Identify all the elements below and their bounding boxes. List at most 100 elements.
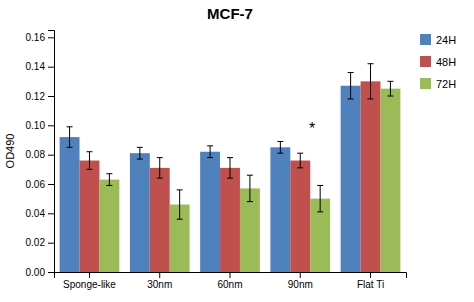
bar <box>290 161 310 272</box>
y-tick: 0.16 <box>26 32 54 43</box>
y-tick: 0.04 <box>26 208 54 219</box>
annotation: * <box>309 120 315 137</box>
error-cap <box>247 175 253 176</box>
error-line <box>230 158 231 179</box>
legend-swatch <box>420 56 431 67</box>
x-tick-mark <box>159 272 160 278</box>
legend-item: 72H <box>420 78 456 90</box>
y-tick: 0.14 <box>26 61 54 72</box>
error-cap <box>297 153 303 154</box>
x-tick: Sponge-like <box>63 272 116 290</box>
y-axis-title: OD490 <box>4 134 16 169</box>
legend-label: 72H <box>436 78 456 90</box>
error-bar <box>368 64 374 99</box>
error-cap <box>277 153 283 154</box>
error-line <box>210 146 211 158</box>
error-cap <box>86 151 92 152</box>
title: MCF-7 <box>207 5 253 22</box>
y-tick-mark <box>48 213 54 214</box>
y-tick: 0.08 <box>26 149 54 160</box>
error-cap <box>137 147 143 148</box>
error-bar <box>348 73 354 99</box>
y-axis: 0.000.020.040.060.080.100.120.140.16 <box>26 31 55 278</box>
y-tick-label: 0.10 <box>26 120 46 131</box>
x-tick: Flat Ti <box>357 272 384 290</box>
error-cap <box>207 157 213 158</box>
error-cap <box>67 147 73 148</box>
error-line <box>179 190 180 219</box>
error-cap <box>277 141 283 142</box>
error-cap <box>137 159 143 160</box>
x-tick-mark <box>230 272 231 278</box>
bar <box>130 153 150 272</box>
error-cap <box>247 201 253 202</box>
y-tick-mark <box>48 67 54 68</box>
y-tick: 0.00 <box>26 267 54 278</box>
error-line <box>350 73 351 99</box>
error-line <box>320 185 321 211</box>
y-tick-label: 0.12 <box>26 91 46 102</box>
error-cap <box>387 81 393 82</box>
legend-item: 48H <box>420 56 456 68</box>
x-tick-label: 30nm <box>147 279 172 290</box>
bar <box>200 152 220 272</box>
error-cap <box>368 98 374 99</box>
error-cap <box>348 98 354 99</box>
bar <box>380 89 400 272</box>
error-bar <box>277 141 283 153</box>
legend-item: 24H <box>420 34 456 46</box>
error-cap <box>106 185 112 186</box>
legend: 24H 48H 72H <box>420 34 456 90</box>
error-bar <box>137 147 143 159</box>
x-tick-label: 90nm <box>288 279 313 290</box>
y-tick-label: 0.02 <box>26 237 46 248</box>
error-line <box>280 141 281 153</box>
legend-swatch <box>420 34 431 45</box>
error-bar <box>207 146 213 158</box>
x-tick: 90nm <box>288 272 313 290</box>
series <box>80 64 381 272</box>
error-cap <box>317 185 323 186</box>
error-line <box>390 81 391 96</box>
y-tick-mark <box>48 125 54 126</box>
bar <box>80 161 100 272</box>
error-line <box>139 147 140 159</box>
legend-label: 48H <box>436 56 456 68</box>
error-cap <box>106 173 112 174</box>
y-tick-label: 0.08 <box>26 149 46 160</box>
legend-swatch <box>420 78 431 89</box>
series <box>99 81 400 272</box>
error-bar <box>157 158 163 179</box>
error-cap <box>207 145 213 146</box>
y-tick-mark <box>48 155 54 156</box>
x-tick: 30nm <box>147 272 172 290</box>
y-tick: 0.02 <box>26 237 54 248</box>
error-line <box>370 64 371 99</box>
x-axis-line <box>55 273 407 279</box>
error-cap <box>368 63 374 64</box>
error-cap <box>387 96 393 97</box>
series <box>60 73 361 272</box>
bar <box>270 147 290 272</box>
x-tick-label: Flat Ti <box>357 279 384 290</box>
error-cap <box>348 72 354 73</box>
y-tick-label: 0.04 <box>26 208 46 219</box>
y-tick: 0.10 <box>26 120 54 131</box>
error-line <box>109 174 110 186</box>
error-line <box>249 175 250 201</box>
y-tick: 0.12 <box>26 91 54 102</box>
error-cap <box>227 178 233 179</box>
y-tick-mark <box>48 96 54 97</box>
x-tick: 60nm <box>217 272 242 290</box>
legend-label: 24H <box>436 34 456 46</box>
error-cap <box>227 157 233 158</box>
y-tick-label: 0.14 <box>26 61 46 72</box>
y-axis-line <box>48 31 55 273</box>
chart: 0.000.020.040.060.080.100.120.140.16Spon… <box>0 0 474 302</box>
x-tick-label: Sponge-like <box>63 279 116 290</box>
plot: 0.000.020.040.060.080.100.120.140.16Spon… <box>26 31 407 291</box>
x-tick-mark <box>370 272 371 278</box>
error-cap <box>67 126 73 127</box>
error-cap <box>177 219 183 220</box>
x-tick-label: 60nm <box>217 279 242 290</box>
